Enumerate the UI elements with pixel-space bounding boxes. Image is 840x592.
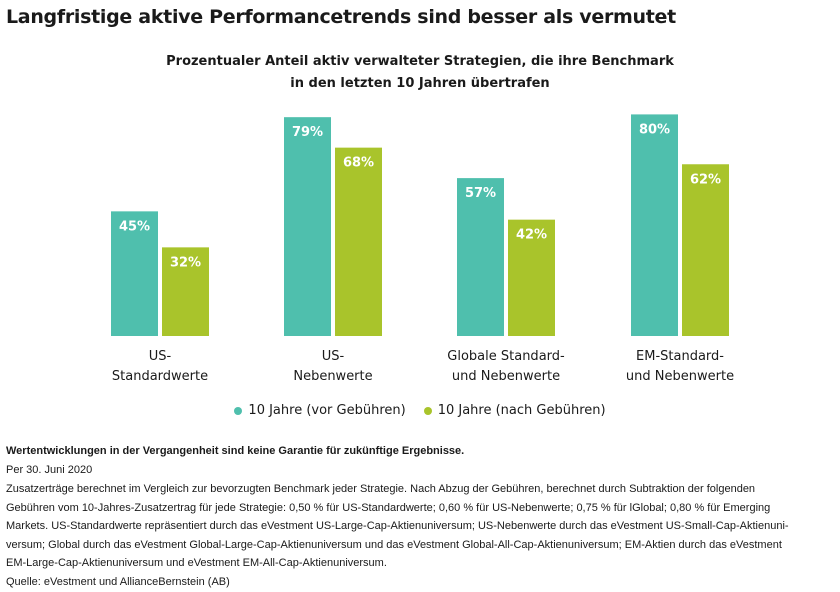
date-note: Per 30. Juni 2020 [6,464,93,476]
bar-value-label-before-fees-1: 79% [292,125,323,140]
bar-after-fees-0 [162,247,209,336]
bar-after-fees-2 [508,219,555,336]
footnote-line-2: Gebühren vom 10-Jahres-Zusatzertrag für … [6,501,771,514]
legend-item-after-fees: 10 Jahre (nach Gebühren) [423,403,606,418]
category-label-2-line-0: Globale Standard- [447,349,565,364]
category-label-2-line-1: und Nebenwerte [452,369,560,384]
bar-before-fees-1 [284,117,331,336]
legend-label-before-fees: 10 Jahre (vor Gebühren) [248,403,406,418]
bar-value-label-after-fees-3: 62% [690,172,721,187]
bar-after-fees-3 [682,164,729,336]
legend-label-after-fees: 10 Jahre (nach Gebühren) [437,403,606,418]
bar-before-fees-3 [631,114,678,337]
chart-title-line-1: Prozentualer Anteil aktiv verwalteter St… [166,54,674,69]
category-label-3-line-0: EM-Standard- [636,349,724,364]
legend-item-before-fees: 10 Jahre (vor Gebühren) [234,403,406,418]
bar-value-label-before-fees-0: 45% [119,219,150,234]
footnote-line-3: Markets. US-Standardwerte repräsentiert … [6,520,789,532]
footnote-line-5: EM-Large-Cap-Aktienuniversum und eVestme… [6,557,387,569]
page-title: Langfristige aktive Performancetrends si… [6,6,676,28]
notes-section: Wertentwicklungen in der Vergangenheit s… [6,442,836,592]
footnote-line-4: versum; Global durch das eVestment Globa… [6,538,782,551]
bar-before-fees-0 [111,211,158,336]
category-label-1-line-1: Nebenwerte [293,369,372,384]
bar-value-label-before-fees-2: 57% [465,186,496,201]
category-label-3-line-1: und Nebenwerte [626,369,734,384]
disclaimer-note: Wertentwicklungen in der Vergangenheit s… [6,445,465,457]
category-label-0-line-1: Standardwerte [112,369,208,384]
category-label-0-line-0: US- [149,349,172,364]
bar-value-label-after-fees-1: 68% [343,156,374,171]
bar-after-fees-1 [335,147,382,336]
bar-value-label-before-fees-3: 80% [639,122,670,137]
footnote-line-1: Zusatzerträge berechnet im Vergleich zur… [6,483,756,495]
bar-chart: 45% 32% US- Standardwerte 79% 68% US- Nebenwert… [111,114,734,384]
source-note: Quelle: eVestment und AllianceBernstein … [6,575,230,588]
chart-title: Prozentualer Anteil aktiv verwalteter St… [0,51,840,95]
chart-legend: 10 Jahre (vor Gebühren) 10 Jahre (nach G… [0,403,840,418]
category-label-1-line-0: US- [322,349,345,364]
bar-value-label-after-fees-2: 42% [516,228,547,243]
bar-value-label-after-fees-0: 32% [170,255,201,270]
legend-dot-after-fees-icon [423,406,432,415]
bar-before-fees-2 [457,178,504,336]
legend-dot-before-fees-icon [234,406,243,415]
chart-title-line-2: in den letzten 10 Jahren übertrafen [290,76,550,91]
